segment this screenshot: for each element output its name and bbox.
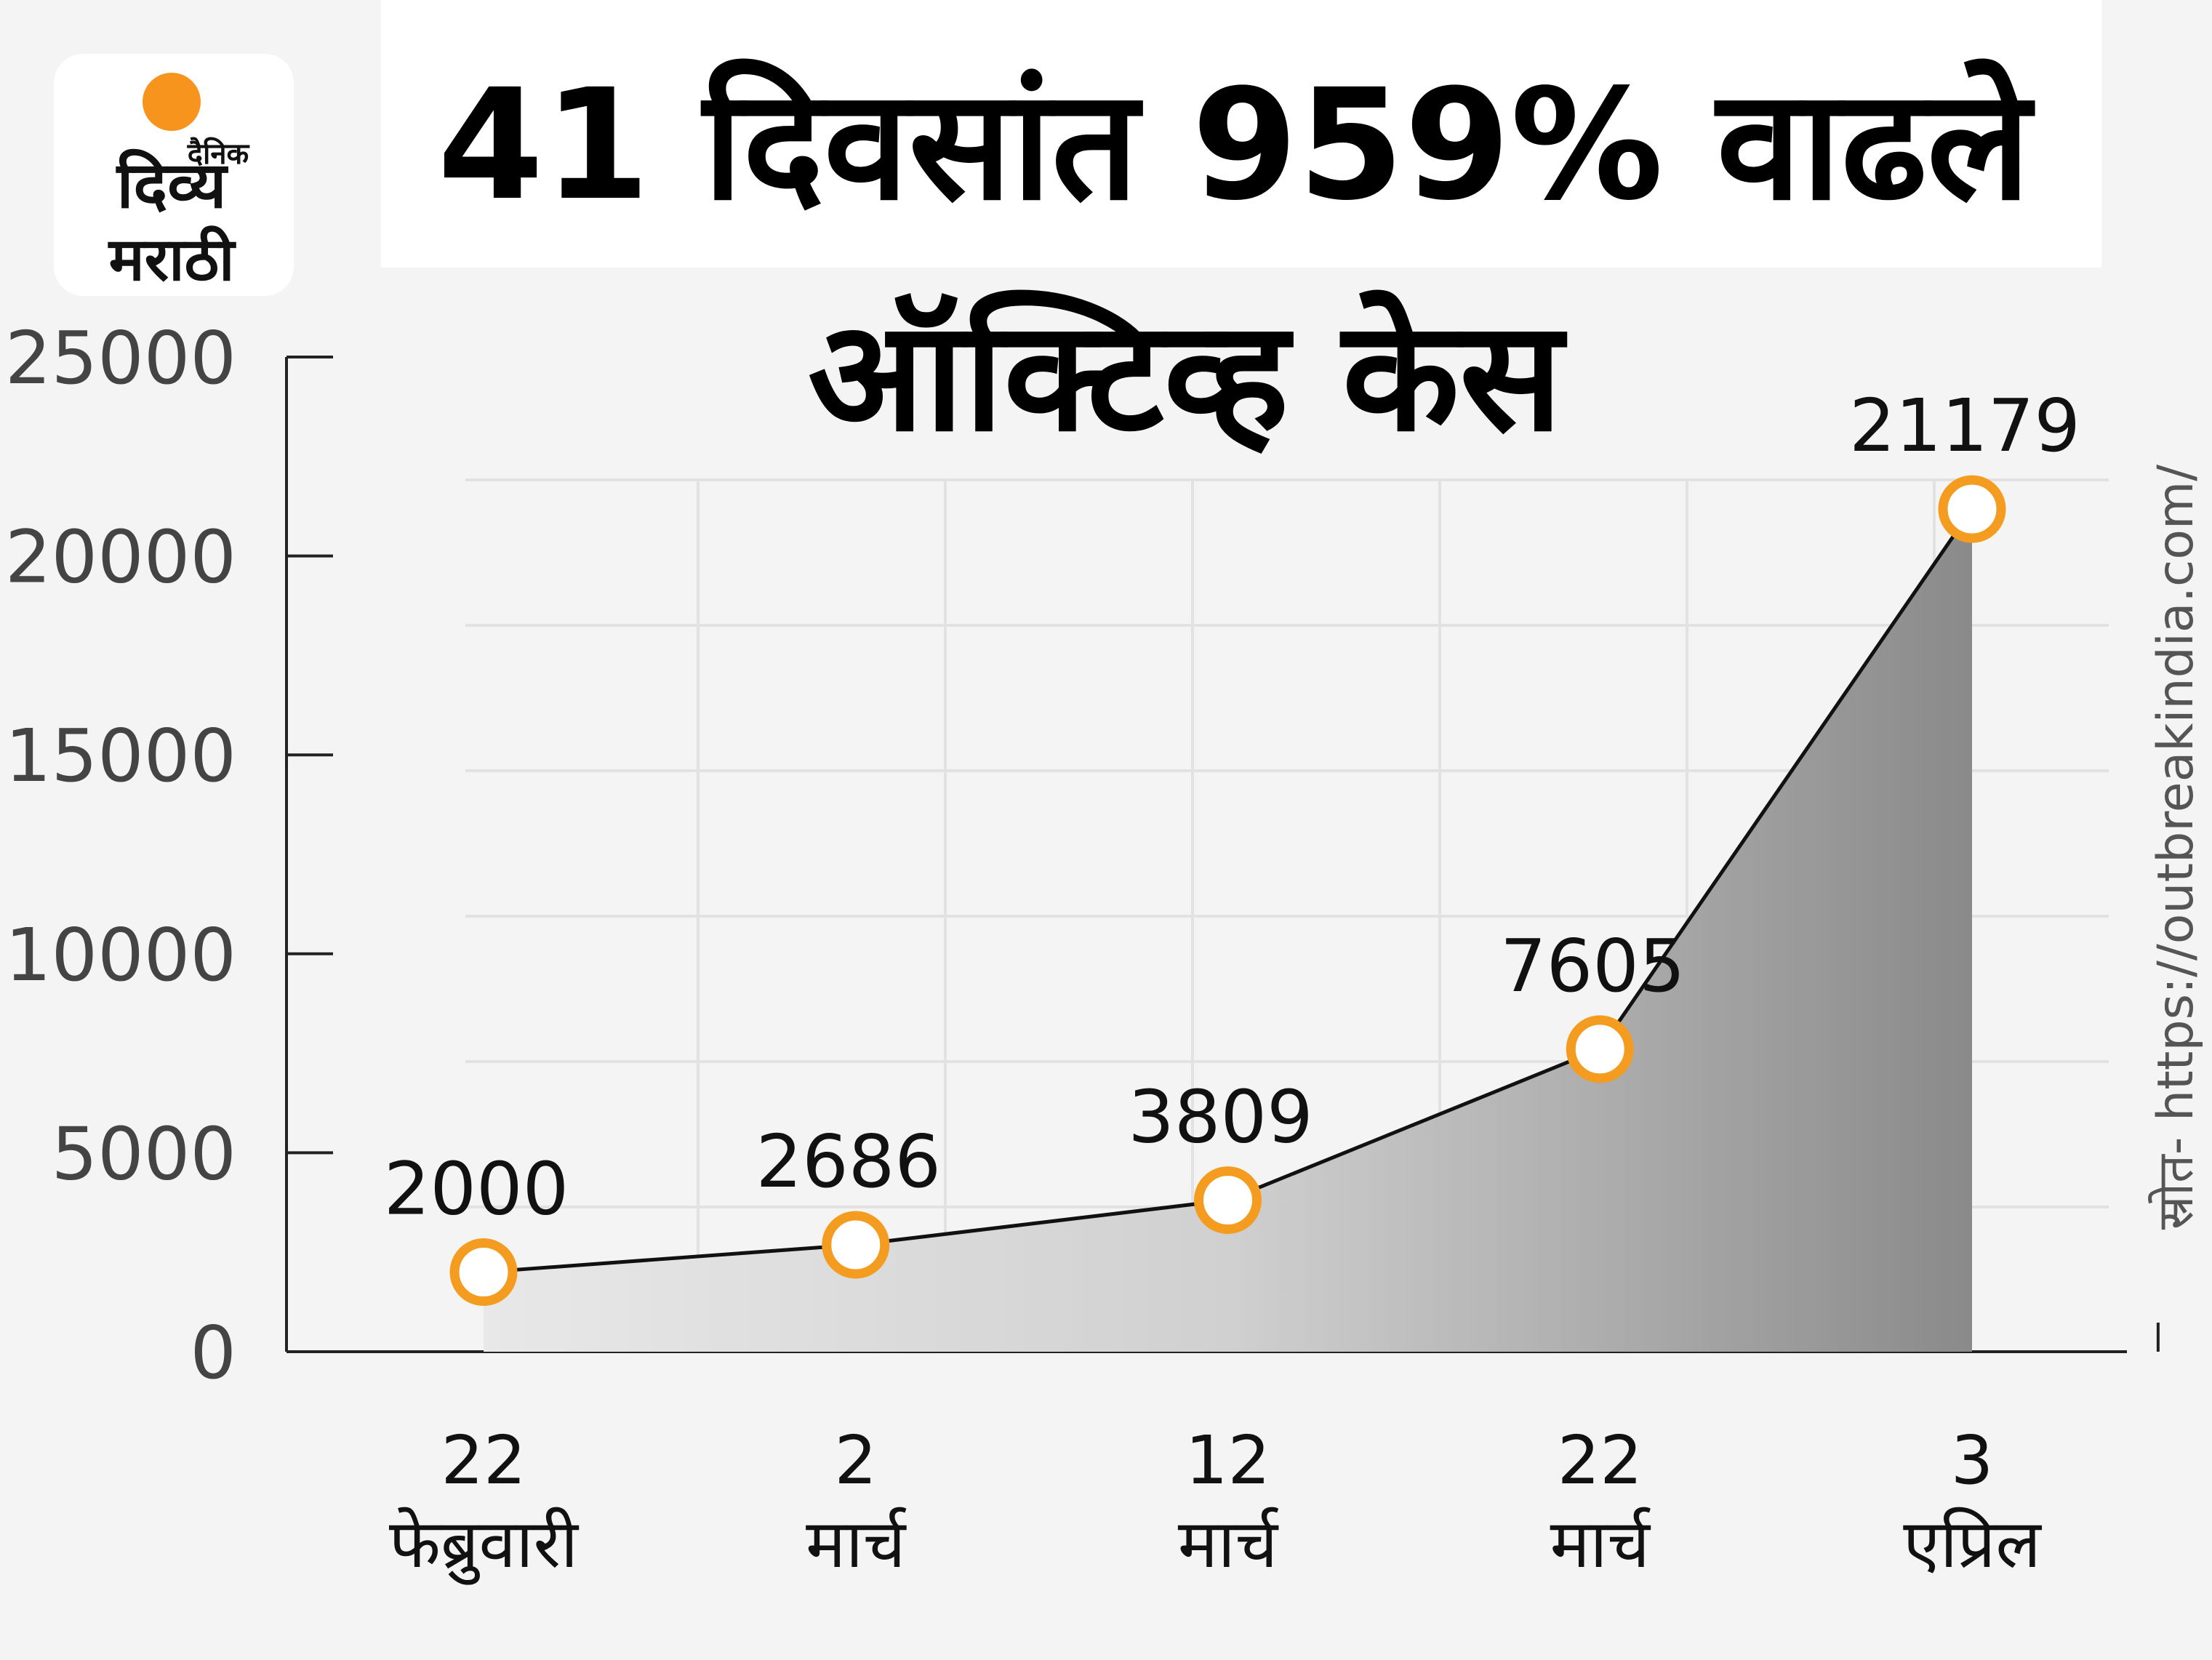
chart-title: ऑक्टिव्ह केस: [808, 287, 1568, 465]
x-tick-label-line: मार्च: [806, 1505, 907, 1583]
x-tick-label-line: 22: [1558, 1422, 1643, 1499]
y-tick-label: 15000: [5, 713, 236, 798]
marker: [1938, 475, 2006, 543]
data-label: 2000: [384, 1147, 569, 1232]
logo: दैनिक दिव्य मराठी: [54, 54, 294, 296]
y-tick-label: 20000: [5, 515, 236, 600]
x-tick-label-line: 2: [834, 1422, 877, 1499]
x-tick-label-line: मार्च: [1178, 1505, 1279, 1583]
x-tick-label-line: एप्रिल: [1903, 1505, 2042, 1583]
x-tick-label: 3 एप्रिल: [1903, 1422, 2042, 1583]
x-tick-label-line: 3: [1951, 1422, 1994, 1499]
x-tick-label: 2 मार्च: [806, 1422, 907, 1583]
source-note: स्रोत- https://outbreakindia.com/: [2147, 465, 2205, 1230]
y-tick-label: 10000: [5, 913, 236, 998]
marker: [822, 1211, 890, 1279]
x-tick-label-line: मार्च: [1550, 1505, 1651, 1583]
marker: [1566, 1015, 1634, 1083]
logo-sun: [143, 73, 201, 131]
y-tick-label: 25000: [5, 316, 236, 401]
marker: [449, 1238, 518, 1307]
x-tick-label-line: फेब्रुवारी: [389, 1505, 580, 1585]
data-label: 21179: [1849, 383, 2080, 468]
data-label: 3809: [1128, 1075, 1313, 1160]
logo-box: [54, 54, 294, 296]
logo-text: मराठी: [108, 225, 236, 294]
data-label: 2686: [756, 1119, 942, 1204]
x-tick-label: 12 मार्च: [1178, 1422, 1279, 1583]
y-tick-label: 5000: [52, 1111, 237, 1196]
y-tick-label: 0: [190, 1310, 236, 1395]
marker: [1194, 1166, 1262, 1235]
data-label: 7605: [1500, 923, 1686, 1009]
x-tick-label-line: 12: [1185, 1422, 1270, 1499]
chart-title: 41 दिवसांत 959% वाढले: [438, 56, 2035, 234]
logo-text: दिव्य: [116, 148, 229, 222]
title-background: [381, 0, 2101, 268]
logo-text: दैनिक: [187, 137, 250, 171]
area: [484, 509, 1972, 1352]
x-tick-label-line: 22: [441, 1422, 526, 1499]
x-tick-label: 22 मार्च: [1550, 1422, 1651, 1583]
x-tick-label: 22 फेब्रुवारी: [389, 1422, 580, 1585]
